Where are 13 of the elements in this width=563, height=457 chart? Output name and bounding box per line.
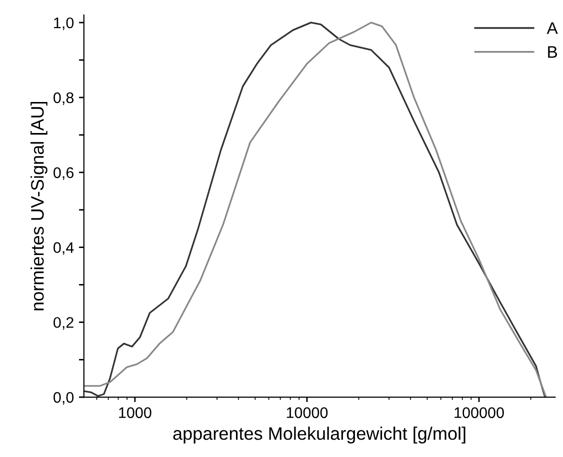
x-tick-label: 10000 <box>286 407 328 418</box>
y-tick-label: 1,0 <box>54 17 74 30</box>
x-axis-title: apparentes Molekulargewicht [g/mol] <box>173 426 466 444</box>
legend-label: B <box>548 46 557 58</box>
x-tick-label: 1000 <box>119 407 152 418</box>
y-axis-title: normiertes UV-Signal [AU] <box>30 102 48 310</box>
y-tick-label: 0,2 <box>54 317 74 330</box>
y-tick-label: 0,0 <box>54 392 74 405</box>
y-tick-label: 0,8 <box>54 92 74 105</box>
y-tick-label: 0,6 <box>54 167 74 180</box>
x-tick-label: 100000 <box>454 407 504 418</box>
legend-label: A <box>546 22 558 34</box>
y-tick-label: 0,4 <box>54 242 74 255</box>
